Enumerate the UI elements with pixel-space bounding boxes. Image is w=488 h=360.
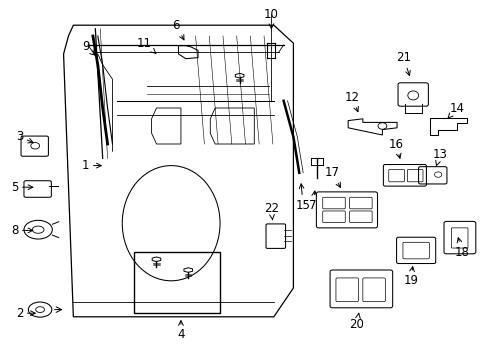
Text: 4: 4 [177,321,184,341]
Text: 9: 9 [81,40,95,55]
Text: 11: 11 [137,37,156,53]
Text: 16: 16 [388,138,403,158]
Text: 17: 17 [325,166,340,188]
Text: 22: 22 [264,202,278,220]
Text: 1: 1 [81,159,101,172]
Text: 8: 8 [11,224,33,237]
Text: 10: 10 [264,8,278,28]
Text: 7: 7 [308,191,316,212]
Bar [134,252,220,313]
Text: 21: 21 [395,51,410,76]
Text: 19: 19 [403,267,417,287]
Text: 18: 18 [454,238,468,258]
Text: 2: 2 [16,307,35,320]
Text: 13: 13 [432,148,447,166]
Text: 15: 15 [295,184,310,212]
Text: 12: 12 [344,91,359,112]
Text: 6: 6 [172,19,183,40]
Text: 14: 14 [447,102,464,118]
Text: 20: 20 [349,313,364,330]
Text: 3: 3 [16,130,33,143]
Text: 5: 5 [11,181,33,194]
